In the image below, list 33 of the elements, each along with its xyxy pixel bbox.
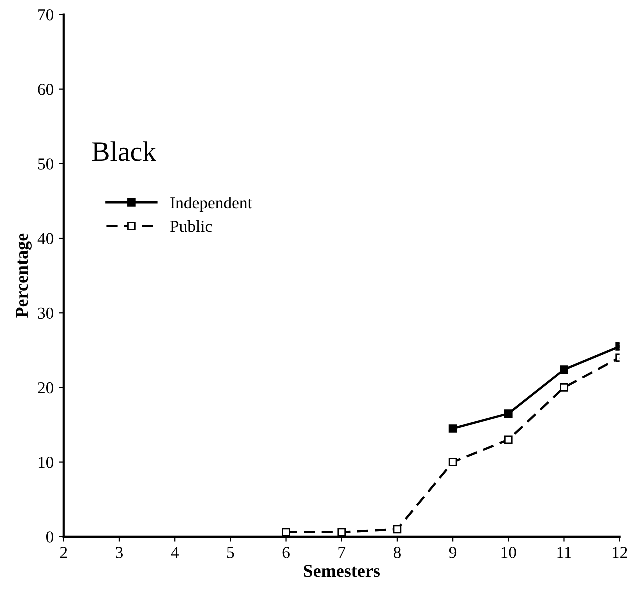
x-tick-label: 7: [338, 547, 346, 558]
annotation: Black: [92, 142, 156, 162]
point: [338, 528, 346, 537]
y-tick-label: 50: [38, 158, 54, 170]
point: [393, 525, 402, 534]
y-tick-label: 10: [38, 457, 54, 468]
y-tick-label: 20: [38, 382, 54, 394]
x-tick-label: 5: [227, 547, 234, 558]
point: [282, 528, 290, 537]
y-tick-label: 30: [38, 308, 54, 320]
y-tick-label: 40: [38, 233, 54, 244]
x-tick-label: 6: [282, 547, 290, 558]
legend-label: Public: [170, 220, 212, 232]
x-tick-label: 11: [558, 547, 572, 558]
x-tick-label: 2: [60, 547, 68, 558]
y-tick-label: 0: [46, 532, 54, 543]
point: [504, 410, 513, 418]
x-tick-label: 12: [612, 547, 628, 558]
y-tick-label: 60: [38, 84, 54, 96]
x-tick-label: 8: [394, 547, 401, 558]
x-axis-title: Semesters: [304, 565, 380, 578]
point: [504, 436, 513, 444]
point: [448, 458, 458, 466]
x-tick-label: 3: [116, 547, 124, 558]
y-axis-title: Percentage: [16, 234, 32, 318]
y-tick-label: 70: [38, 9, 54, 21]
point: [448, 424, 458, 433]
x-tick-label: 9: [449, 547, 457, 558]
x-tick-label: 4: [171, 547, 179, 558]
point: [560, 366, 568, 374]
x-tick-label: 10: [502, 547, 516, 558]
point: [560, 384, 568, 392]
legend-label: Independent: [170, 196, 252, 212]
